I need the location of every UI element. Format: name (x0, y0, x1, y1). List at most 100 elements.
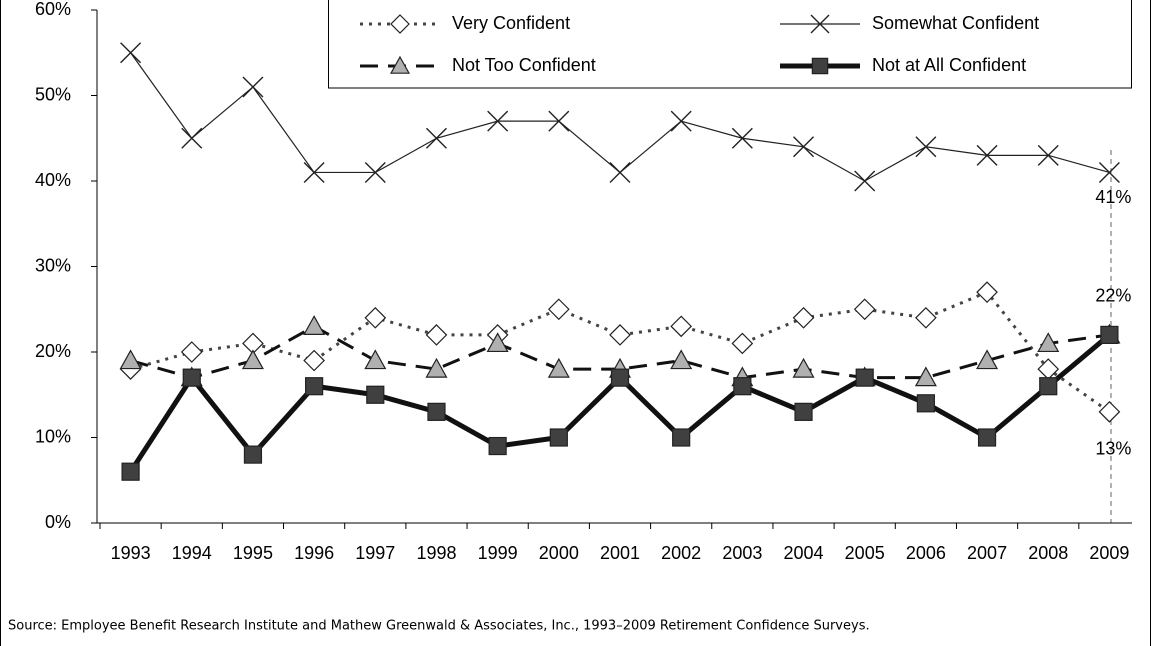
marker (241, 349, 264, 370)
marker (609, 324, 631, 346)
marker (182, 368, 201, 387)
legend-label: Somewhat Confident (872, 13, 1039, 33)
marker (486, 332, 509, 353)
marker (670, 110, 692, 132)
marker (915, 136, 937, 158)
marker (1037, 144, 1059, 166)
marker (976, 281, 998, 303)
marker (731, 332, 754, 355)
x-tick-label: 2002 (661, 543, 701, 563)
x-tick-label: 2005 (845, 543, 885, 563)
marker (1098, 401, 1121, 423)
marker (425, 127, 447, 149)
marker (427, 402, 446, 421)
x-tick-label: 1995 (233, 543, 273, 563)
legend-box (328, 0, 1132, 89)
x-tick-label: 1999 (478, 543, 518, 563)
marker (1100, 325, 1119, 344)
marker (119, 349, 142, 370)
marker (610, 368, 630, 387)
x-tick-label: 2006 (906, 543, 946, 563)
marker (488, 436, 507, 456)
marker (364, 306, 387, 329)
marker (854, 170, 876, 192)
marker (487, 110, 509, 132)
y-tick-label: 50% (35, 84, 71, 104)
series-line (128, 332, 1112, 474)
data-label: 41% (1095, 187, 1131, 207)
marker (425, 357, 448, 378)
marker (425, 324, 448, 346)
x-tick-label: 2001 (600, 543, 640, 563)
series-line (130, 324, 1110, 380)
marker (243, 445, 263, 464)
y-tick-label: 0% (45, 512, 71, 532)
marker (548, 110, 570, 132)
legend-marker (811, 57, 829, 75)
legend-label: Not Too Confident (452, 55, 596, 75)
marker (609, 161, 631, 183)
marker (976, 144, 998, 166)
marker (794, 402, 813, 421)
marker (181, 127, 203, 149)
marker (915, 306, 937, 329)
legend-marker (390, 14, 410, 34)
marker (977, 428, 997, 447)
marker (547, 357, 570, 378)
marker (1098, 161, 1120, 183)
marker (916, 394, 935, 413)
x-tick-label: 2004 (784, 543, 824, 563)
data-label: 22% (1095, 286, 1131, 306)
marker (855, 368, 874, 387)
legend-marker (389, 55, 411, 74)
x-tick-label: 1994 (172, 543, 212, 563)
marker (793, 136, 815, 158)
marker (914, 366, 937, 387)
x-tick-label: 1997 (355, 543, 395, 563)
marker (792, 306, 815, 329)
y-tick-label: 60% (35, 0, 71, 19)
marker (670, 315, 693, 338)
marker (121, 462, 140, 481)
marker (731, 127, 753, 149)
data-label: 13% (1095, 439, 1131, 459)
legend-label: Very Confident (452, 13, 570, 33)
y-tick-label: 40% (35, 170, 71, 190)
marker (1039, 377, 1058, 396)
x-tick-label: 1998 (416, 543, 456, 563)
legend-marker (810, 14, 830, 34)
marker (364, 349, 387, 370)
marker (549, 428, 568, 447)
marker (242, 76, 264, 98)
x-tick-label: 2009 (1089, 543, 1129, 563)
marker (547, 298, 570, 321)
x-tick-label: 2003 (722, 543, 762, 563)
marker (303, 161, 325, 183)
marker (670, 349, 693, 370)
marker (733, 377, 752, 396)
marker (303, 349, 325, 372)
marker (305, 377, 324, 396)
marker (976, 349, 999, 370)
marker (180, 341, 203, 363)
marker (120, 42, 142, 64)
x-tick-label: 2008 (1028, 543, 1068, 563)
marker (364, 161, 386, 183)
x-tick-label: 2000 (539, 543, 579, 563)
marker (672, 428, 691, 447)
y-tick-label: 30% (35, 255, 71, 275)
marker (366, 385, 385, 404)
marker (303, 315, 326, 335)
y-tick-label: 20% (35, 341, 71, 361)
source-note: Source: Employee Benefit Research Instit… (8, 619, 870, 634)
x-tick-label: 1996 (294, 543, 334, 563)
x-tick-label: 2007 (967, 543, 1007, 563)
x-tick-label: 1993 (111, 543, 151, 563)
series-line (130, 290, 1111, 414)
legend-label: Not at All Confident (872, 55, 1026, 75)
marker (1037, 332, 1060, 353)
marker (792, 357, 815, 378)
marker (853, 298, 876, 321)
y-tick-label: 10% (35, 426, 71, 446)
